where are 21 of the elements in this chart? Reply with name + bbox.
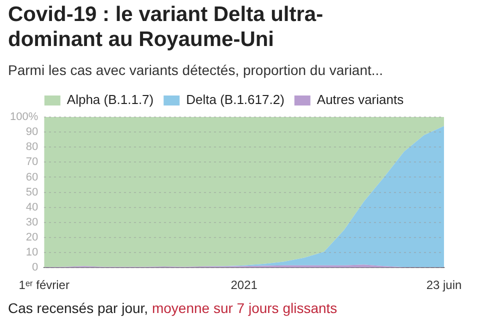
y-tick-label: 40	[26, 201, 38, 214]
y-tick-label: 70	[26, 156, 38, 168]
legend-label: Delta (B.1.617.2)	[186, 92, 284, 108]
y-tick-label: 0	[32, 262, 38, 274]
y-tick-label: 100%	[10, 111, 38, 124]
y-tick-label: 10	[26, 246, 38, 259]
y-tick-label: 20	[26, 232, 38, 244]
text: moyenne sur 7 jours glissants	[152, 300, 338, 316]
chart-title: Covid-19 : le variant Delta ultra-dominant au Royaume-Uni	[8, 2, 324, 52]
y-tick-label: 50	[26, 186, 38, 198]
y-tick-label: 80	[26, 141, 38, 154]
x-tick-label: 1ᵉʳ février	[18, 278, 70, 292]
legend-label: Autres variants	[316, 92, 404, 108]
y-tick-label: 60	[26, 171, 38, 184]
y-tick-label: 90	[26, 126, 38, 138]
x-tick-label: 23 juin	[426, 278, 462, 292]
y-tick-label: 30	[26, 216, 38, 228]
legend-label: Alpha (B.1.1.7)	[66, 92, 154, 108]
x-tick-label: 2021	[230, 278, 258, 292]
chart-subtitle: Parmi les cas avec variants détectés, proportion du variant...	[8, 62, 384, 78]
text: Cas recensés par jour,	[8, 300, 148, 316]
